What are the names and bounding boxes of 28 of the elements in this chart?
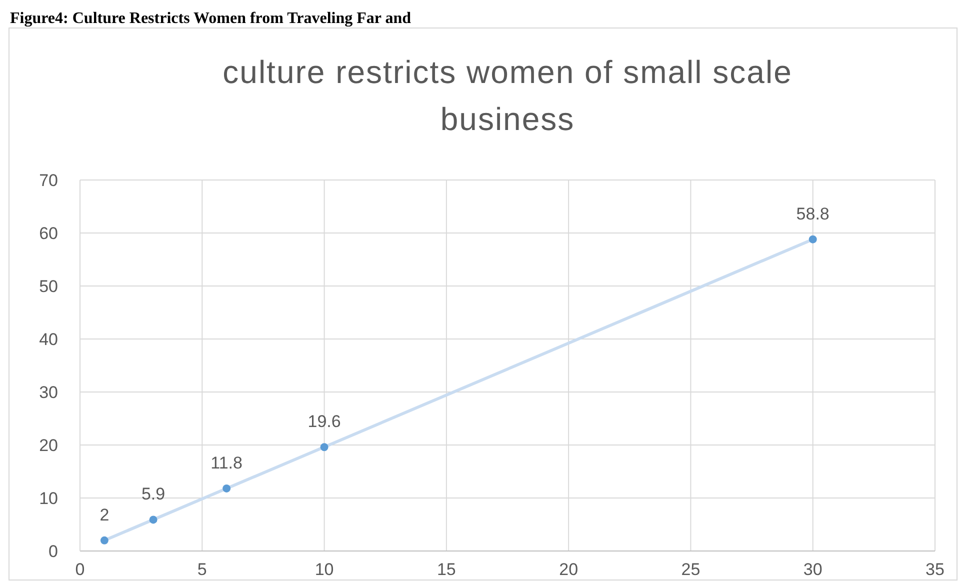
y-tick-label: 0 <box>48 542 58 561</box>
y-tick-label: 20 <box>39 436 58 455</box>
point <box>320 443 328 452</box>
data-label: 58.8 <box>796 204 830 224</box>
x-tick-label: 0 <box>75 560 85 579</box>
y-tick-label: 10 <box>39 489 58 508</box>
x-tick-label: 35 <box>926 560 944 579</box>
point <box>149 516 158 524</box>
chart-title: culture restricts women of small scale business <box>222 54 792 137</box>
x-tick-label: 30 <box>803 560 822 579</box>
data-label: 11.8 <box>210 453 242 472</box>
x-tick-label: 20 <box>559 560 578 579</box>
point <box>222 484 231 492</box>
y-tick-label: 70 <box>39 171 58 190</box>
y-tick-label: 30 <box>39 383 58 402</box>
data-label: 2 <box>100 505 110 524</box>
caption: Figure4: Culture Restricts Women from Traveling Far and <box>10 10 412 27</box>
x-tick-label: 5 <box>197 560 207 579</box>
y-tick-label: 60 <box>39 224 58 243</box>
x-tick-label: 25 <box>681 560 700 579</box>
y-tick-label: 40 <box>39 330 58 349</box>
x-tick-label: 15 <box>436 560 456 579</box>
point <box>808 235 817 244</box>
data-label: 19.6 <box>308 412 341 432</box>
y-tick-label: 50 <box>39 277 58 296</box>
x-tick-label: 10 <box>314 560 334 579</box>
data-label: 5.9 <box>141 484 166 504</box>
point <box>100 536 108 544</box>
